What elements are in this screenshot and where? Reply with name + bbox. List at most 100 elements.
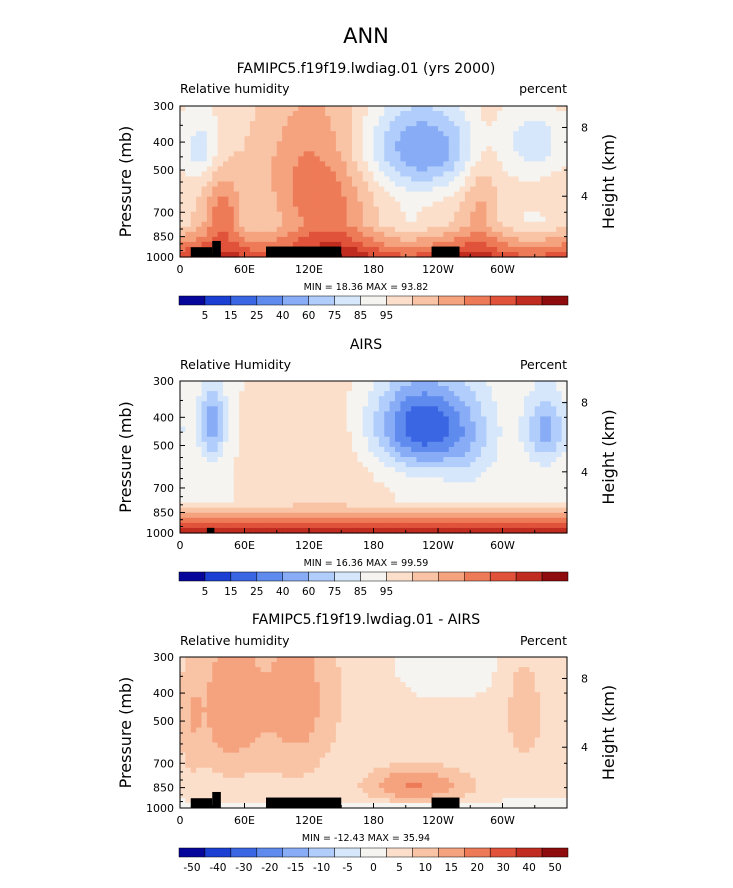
heatmap-cell xyxy=(335,221,342,228)
heatmap-cell xyxy=(180,441,186,448)
heatmap-cell xyxy=(319,527,326,534)
heatmap-cell xyxy=(421,492,428,499)
heatmap-cell xyxy=(362,216,369,223)
heatmap-cell xyxy=(438,527,444,534)
heatmap-cell xyxy=(266,236,272,243)
heatmap-cell xyxy=(524,416,530,423)
heatmap-cell xyxy=(180,416,186,423)
heatmap-cell xyxy=(206,146,213,152)
heatmap-cell xyxy=(346,156,353,162)
heatmap-cell xyxy=(244,241,251,248)
heatmap-cell xyxy=(454,166,461,173)
heatmap-cell xyxy=(190,416,197,423)
heatmap-cell xyxy=(524,221,530,228)
heatmap-cell xyxy=(432,477,439,483)
heatmap-cell xyxy=(260,451,267,458)
heatmap-cell xyxy=(534,211,541,218)
heatmap-cell xyxy=(309,396,315,402)
heatmap-cell xyxy=(244,166,251,173)
heatmap-cell xyxy=(427,421,434,428)
heatmap-cell xyxy=(411,156,418,162)
heatmap-cell xyxy=(443,462,450,468)
heatmap-cell xyxy=(481,236,487,243)
heatmap-cell xyxy=(491,106,498,112)
heatmap-cell xyxy=(464,451,471,458)
heatmap-cell xyxy=(534,416,541,423)
heatmap-cell xyxy=(266,381,272,387)
heatmap-cell xyxy=(287,527,294,534)
heatmap-cell xyxy=(341,156,348,162)
heatmap-cell xyxy=(298,176,305,183)
heatmap-cell xyxy=(346,527,353,534)
heatmap-cell xyxy=(421,406,428,412)
heatmap-cell xyxy=(196,211,203,218)
heatmap-cell xyxy=(249,181,256,188)
heatmap-cell xyxy=(373,527,380,534)
heatmap-cell xyxy=(524,477,530,483)
heatmap-cell xyxy=(244,196,251,203)
heatmap-cell xyxy=(464,116,471,122)
heatmap-cell xyxy=(502,517,509,524)
heatmap-cell xyxy=(416,457,423,463)
heatmap-cell xyxy=(502,141,509,147)
heatmap-cell xyxy=(319,421,326,428)
heatmap-cell xyxy=(416,682,423,688)
heatmap-cell xyxy=(357,487,364,494)
heatmap-cell xyxy=(507,111,514,117)
heatmap-cell xyxy=(475,246,482,253)
heatmap-cell xyxy=(239,251,246,258)
heatmap-cell xyxy=(384,677,391,683)
heatmap-cell xyxy=(228,136,235,142)
heatmap-cell xyxy=(421,176,428,183)
heatmap-cell xyxy=(266,141,272,147)
heatmap-cell xyxy=(341,236,348,243)
heatmap-cell xyxy=(373,216,380,223)
heatmap-cell xyxy=(233,391,240,397)
heatmap-cell xyxy=(438,457,444,463)
heatmap-cell xyxy=(185,221,192,228)
heatmap-cell xyxy=(395,181,401,188)
heatmap-cell xyxy=(373,191,380,198)
heatmap-cell xyxy=(529,121,536,127)
heatmap-cell xyxy=(341,386,348,392)
heatmap-cell xyxy=(534,482,541,488)
heatmap-cell xyxy=(486,201,493,208)
heatmap-cell xyxy=(217,411,224,418)
heatmap-cell xyxy=(233,186,240,193)
colorbar-label: 95 xyxy=(380,310,393,322)
heatmap-cell xyxy=(255,161,262,167)
heatmap-cell xyxy=(513,166,520,173)
heatmap-cell xyxy=(346,136,353,142)
heatmap-cell xyxy=(330,151,337,157)
heatmap-cell xyxy=(249,482,256,488)
heatmap-cell xyxy=(454,201,461,208)
heatmap-cell xyxy=(319,401,326,407)
heatmap-cell xyxy=(217,141,224,147)
heatmap-cell xyxy=(432,527,439,534)
heatmap-cell xyxy=(190,166,197,173)
heatmap-cell xyxy=(454,151,461,157)
heatmap-cell xyxy=(303,226,310,233)
heatmap-cell xyxy=(481,411,487,418)
heatmap-cell xyxy=(438,426,444,433)
colorbar-swatch xyxy=(334,571,361,582)
heatmap-cell xyxy=(325,386,332,392)
heatmap-cell xyxy=(335,186,342,193)
heatmap-cell xyxy=(287,672,294,678)
heatmap-cell xyxy=(260,251,267,258)
heatmap-cell xyxy=(481,657,487,663)
heatmap-cell xyxy=(368,211,375,218)
heatmap-cell xyxy=(298,221,305,228)
heatmap-cell xyxy=(217,472,224,478)
heatmap-cell xyxy=(475,186,482,193)
heatmap-cell xyxy=(206,462,213,468)
heatmap-cell xyxy=(346,477,353,483)
heatmap-cell xyxy=(292,206,299,213)
heatmap-cell xyxy=(470,236,477,243)
heatmap-cell xyxy=(459,522,466,529)
heatmap-cell xyxy=(228,672,235,678)
heatmap-cell xyxy=(534,426,541,433)
heatmap-cell xyxy=(196,527,203,534)
heatmap-cell xyxy=(276,451,283,458)
heatmap-cell xyxy=(545,191,552,198)
